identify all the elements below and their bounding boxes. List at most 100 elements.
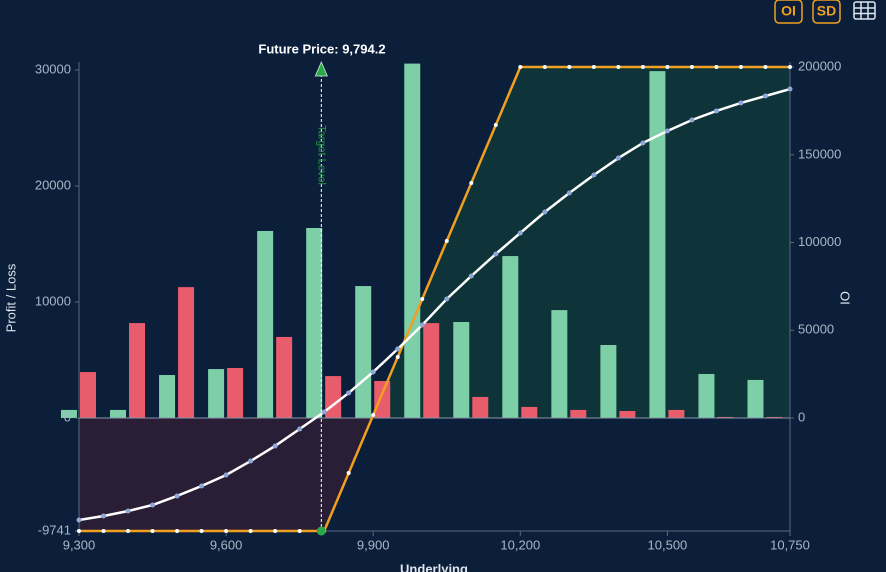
- bar: [178, 287, 195, 419]
- toolbar: OI SD: [774, 0, 876, 24]
- curve-point: [76, 517, 82, 523]
- payoff-point: [542, 64, 547, 69]
- curve-point: [664, 128, 670, 134]
- bar: [159, 375, 176, 419]
- future-price-arrow: [314, 60, 328, 77]
- bar: [619, 410, 636, 419]
- curve-point: [591, 172, 597, 178]
- bar: [227, 367, 244, 419]
- y2-axis-label: OI: [838, 291, 853, 305]
- y-axis-label: Profit / Loss: [3, 263, 18, 332]
- bar: [502, 256, 519, 419]
- curve-point: [738, 100, 744, 106]
- payoff-point: [248, 529, 253, 533]
- payoff-point: [763, 64, 768, 69]
- curve-point: [640, 140, 646, 146]
- curve-point: [787, 86, 793, 92]
- curve-point: [493, 251, 499, 257]
- curve-point: [689, 117, 695, 123]
- y2-tick-label: 100000: [798, 234, 841, 249]
- x-tick-label: 9,300: [63, 537, 96, 552]
- bar: [208, 369, 225, 419]
- curve-point: [321, 409, 327, 415]
- payoff-point: [689, 64, 694, 69]
- curve-point: [248, 458, 254, 464]
- payoff-point: [616, 64, 621, 69]
- bar: [80, 372, 96, 419]
- payoff-point: [665, 64, 670, 69]
- payoff-point: [101, 529, 106, 533]
- payoff-point: [175, 529, 180, 533]
- payoff-point: [714, 64, 719, 69]
- bar: [766, 416, 783, 419]
- table-icon[interactable]: [853, 1, 876, 20]
- payoff-point: [591, 64, 596, 69]
- payoff-point: [567, 64, 572, 69]
- curve-point: [272, 443, 278, 449]
- bar: [306, 227, 323, 419]
- x-tick-label: 9,600: [210, 537, 243, 552]
- area-layer: [79, 66, 790, 531]
- curve-point: [419, 322, 425, 328]
- bar: [747, 379, 764, 419]
- target-level-label: Target Level: [315, 125, 327, 185]
- curve-point: [444, 296, 450, 302]
- curve-point: [125, 508, 131, 514]
- bar: [551, 310, 568, 419]
- y-tick-label: 10000: [35, 293, 71, 308]
- curve-point: [762, 93, 768, 99]
- payoff-line: [79, 65, 790, 533]
- curve-point: [517, 230, 523, 236]
- y2-tick-label: 0: [798, 409, 805, 424]
- payoff-point: [738, 64, 743, 69]
- payoff-point: [371, 412, 376, 417]
- button-label[interactable]: OI: [781, 3, 796, 19]
- bar: [649, 71, 666, 419]
- annotation-layer: Target Level: [314, 60, 328, 536]
- bar: [600, 345, 617, 419]
- curve-point: [468, 273, 474, 279]
- x-tick-label: 9,900: [357, 537, 390, 552]
- bar: [698, 373, 715, 419]
- payoff-point: [199, 529, 204, 533]
- axis-layer: -9741 0 10000 20000 30000 0 50000 100000 150000 2…: [35, 59, 842, 553]
- line-layer: [76, 64, 793, 533]
- bar: [257, 230, 274, 419]
- bar: [61, 409, 77, 419]
- y2-tick-label: 200000: [798, 59, 841, 74]
- curve-point: [395, 346, 401, 352]
- curve-point: [223, 472, 229, 478]
- payoff-point: [469, 180, 474, 185]
- payoff-point: [640, 64, 645, 69]
- bar: [472, 396, 489, 419]
- y-tick-label: 0: [64, 409, 71, 424]
- button-frame[interactable]: [774, 0, 803, 24]
- curve-point: [297, 426, 303, 432]
- button-label[interactable]: SD: [817, 3, 836, 19]
- profit-area: [371, 66, 790, 418]
- y2-tick-label: 150000: [798, 146, 841, 161]
- bar: [325, 376, 342, 419]
- curve-point: [615, 155, 621, 161]
- curve-line: [78, 87, 791, 522]
- payoff-point: [420, 296, 425, 301]
- payoff-point: [346, 470, 351, 475]
- payoff-point: [297, 529, 302, 533]
- curve-point: [713, 108, 719, 114]
- curve-point: [199, 483, 205, 489]
- button-frame[interactable]: [812, 0, 841, 24]
- y2-tick-label: 50000: [798, 322, 834, 337]
- payoff-point: [150, 529, 155, 533]
- payoff-point: [788, 64, 792, 69]
- table-button[interactable]: [853, 1, 876, 20]
- x-axis-label: Underlying: [400, 561, 468, 572]
- bar: [404, 63, 421, 419]
- payoff-point: [273, 529, 278, 533]
- x-tick-label: 10,750: [770, 537, 810, 552]
- payoff-point: [493, 122, 498, 127]
- y-tick-label: -9741: [38, 522, 71, 537]
- chart-title: Future Price: 9,794.2: [258, 41, 385, 56]
- payoff-point: [77, 529, 81, 533]
- bar: [355, 286, 372, 419]
